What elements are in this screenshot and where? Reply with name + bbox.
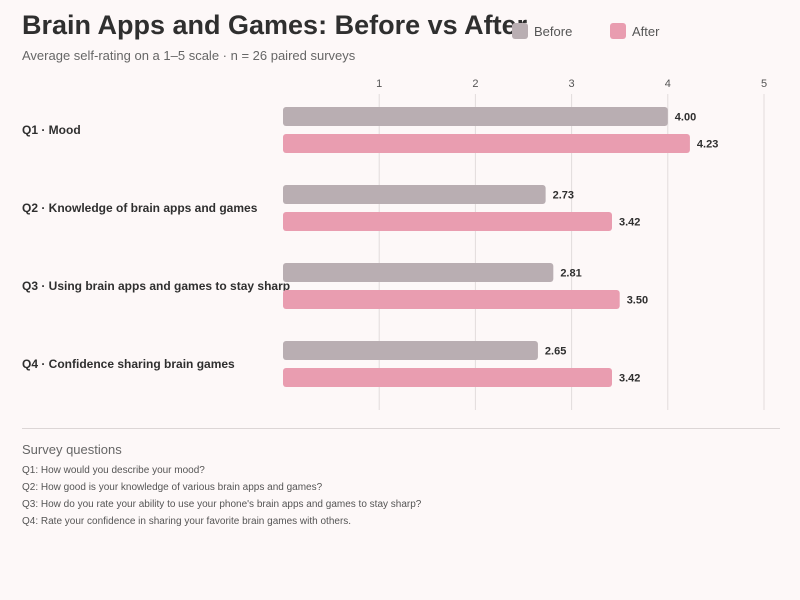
legend-swatch-after — [610, 23, 626, 39]
bar-after-q2 — [283, 212, 613, 231]
x-tick-label-1: 1 — [376, 78, 382, 90]
x-tick-label-2: 2 — [472, 78, 478, 90]
legend-label-before: Before — [534, 23, 573, 39]
x-tick-label-4: 4 — [665, 78, 671, 90]
bar-before-q1 — [283, 107, 668, 126]
note-q3: Q3: How do you rate your ability to use … — [22, 499, 422, 510]
bar-before-q4 — [283, 341, 538, 360]
category-label-q2: Q2 · Knowledge of brain apps and games — [22, 201, 258, 215]
value-label-after-q4: 3.42 — [619, 373, 640, 385]
divider — [22, 428, 780, 429]
value-label-before-q1: 4.00 — [675, 112, 696, 124]
note-q4: Q4: Rate your confidence in sharing your… — [22, 516, 352, 527]
chart-subtitle: Average self-rating on a 1–5 scale · n =… — [22, 48, 356, 63]
x-tick-label-3: 3 — [569, 78, 575, 90]
category-label-q1: Q1 · Mood — [22, 123, 81, 137]
value-label-after-q3: 3.50 — [627, 295, 648, 307]
chart-plot: 1 2 3 4 5 Q1 · Mood 4.00 4.23 Q2 · Knowledge of … — [22, 78, 767, 410]
bar-after-q1 — [283, 134, 690, 153]
x-tick-label-5: 5 — [761, 78, 767, 90]
note-q1: Q1: How would you describe your mood? — [22, 465, 205, 476]
bar-after-q3 — [283, 290, 620, 309]
legend-swatch-before — [512, 23, 528, 39]
bar-before-q2 — [283, 185, 546, 204]
note-q2: Q2: How good is your knowledge of variou… — [22, 482, 323, 493]
legend-label-after: After — [632, 23, 660, 39]
value-label-after-q2: 3.42 — [619, 217, 640, 229]
bar-after-q4 — [283, 368, 613, 387]
value-label-before-q3: 2.81 — [560, 268, 581, 280]
value-label-before-q4: 2.65 — [545, 346, 566, 358]
bar-before-q3 — [283, 263, 554, 282]
notes-title: Survey questions — [22, 442, 122, 457]
category-label-q3: Q3 · Using brain apps and games to stay … — [22, 279, 290, 293]
legend-item-after: After — [610, 23, 659, 39]
value-label-after-q1: 4.23 — [697, 139, 718, 151]
category-label-q4: Q4 · Confidence sharing brain games — [22, 357, 235, 371]
chart-title: Brain Apps and Games: Before vs After — [22, 10, 528, 40]
value-label-before-q2: 2.73 — [553, 190, 574, 202]
legend-item-before: Before — [512, 23, 572, 39]
